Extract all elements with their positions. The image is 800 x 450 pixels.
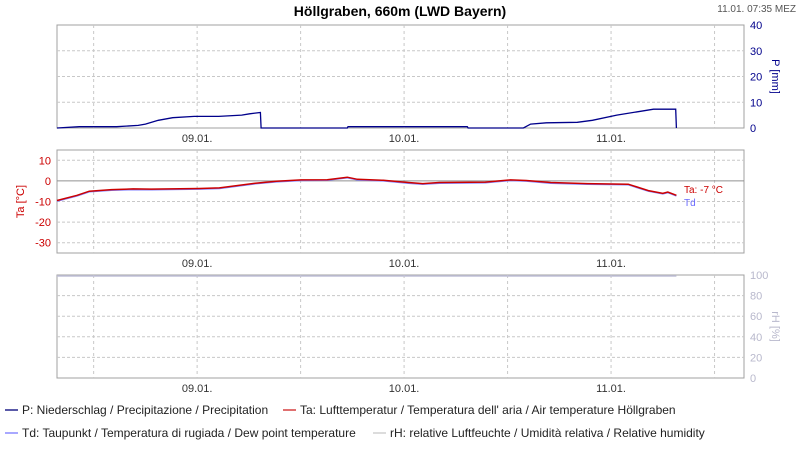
y-tick-label: 10 xyxy=(39,155,51,167)
y-tick-label: 60 xyxy=(750,311,762,323)
y-tick-label: 20 xyxy=(750,352,762,364)
y-axis-label: Ta [°C] xyxy=(15,185,27,218)
y-axis-label: rH [%] xyxy=(769,311,781,342)
x-tick-label: 09.01. xyxy=(182,383,213,395)
plot-area xyxy=(56,24,745,129)
y-tick-label: 100 xyxy=(750,270,768,282)
y-tick-label: -30 xyxy=(35,238,51,250)
legend-label: Ta: Lufttemperatur / Temperatura dell' a… xyxy=(300,403,676,417)
legend: P: Niederschlag / Precipitazione / Preci… xyxy=(5,403,705,440)
x-tick-label: 11.01. xyxy=(596,258,626,270)
x-tick-label: 10.01. xyxy=(389,133,420,145)
x-tick-label: 11.01. xyxy=(596,133,626,145)
x-tick-label: 10.01. xyxy=(389,258,420,270)
plot-area xyxy=(56,149,745,254)
series-line-Ta xyxy=(56,176,677,202)
y-tick-label: 10 xyxy=(750,97,762,109)
y-tick-label: 0 xyxy=(750,373,756,385)
x-tick-label: 09.01. xyxy=(182,258,213,270)
y-tick-label: 40 xyxy=(750,20,762,32)
legend-label: Td: Taupunkt / Temperatura di rugiada / … xyxy=(22,426,356,440)
y-tick-label: 0 xyxy=(45,176,51,188)
y-tick-label: 30 xyxy=(750,46,762,58)
timestamp: 11.01. 07:35 MEZ xyxy=(717,4,796,15)
panel-precip: 09.01. 10.01. 11.01. 0 10 20 30 40 P [mm] xyxy=(56,20,781,145)
series-line-P xyxy=(56,108,678,129)
panel-rh: 09.01. 10.01. 11.01. 0 20 40 60 80 100 rH [%] xyxy=(56,270,781,395)
panel-temp: 09.01. 10.01. 11.01. -30 -20 -10 0 10 Ta [°C] Ta:… xyxy=(15,149,745,270)
chart-title: Höllgraben, 660m (LWD Bayern) xyxy=(294,3,506,19)
x-tick-label: 11.01. xyxy=(596,383,626,395)
y-axis-label: P [mm] xyxy=(769,59,781,94)
x-tick-label: 10.01. xyxy=(389,383,420,395)
x-tick-label: 09.01. xyxy=(182,133,213,145)
y-tick-label: 20 xyxy=(750,72,762,84)
y-tick-label: -10 xyxy=(35,197,51,209)
plot-area xyxy=(56,274,745,379)
y-tick-label: 80 xyxy=(750,291,762,303)
legend-label: P: Niederschlag / Precipitazione / Preci… xyxy=(22,403,268,417)
annotation-td: Td xyxy=(684,198,696,209)
legend-label: rH: relative Luftfeuchte / Umidità relat… xyxy=(390,426,705,440)
y-tick-label: 40 xyxy=(750,332,762,344)
y-tick-label: -20 xyxy=(35,217,51,229)
y-tick-label: 0 xyxy=(750,123,756,135)
annotation-ta: Ta: -7 °C xyxy=(684,185,723,196)
